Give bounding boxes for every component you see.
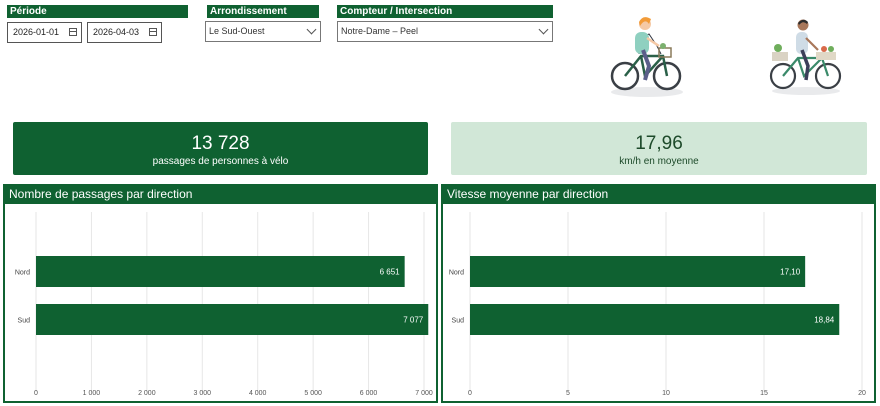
arrondissement-label: Arrondissement bbox=[207, 5, 319, 18]
vitesse-bar-chart: 0 5 10 15 20 Nord 17,10 Sud 18,84 bbox=[449, 212, 866, 397]
end-date-value: 2026-04-03 bbox=[93, 27, 140, 37]
kpi-vitesse-card: 17,96 km/h en moyenne bbox=[451, 122, 867, 175]
x-tick-label: 3 000 bbox=[194, 390, 212, 397]
bar-value-label: 6 651 bbox=[380, 268, 401, 277]
x-tick-label: 7 000 bbox=[415, 390, 433, 397]
chevron-down-icon bbox=[306, 24, 317, 35]
bar[interactable] bbox=[470, 304, 840, 335]
category-label: Nord bbox=[15, 270, 30, 277]
compteur-select[interactable]: Notre-Dame – Peel bbox=[337, 21, 553, 42]
bar-value-label: 7 077 bbox=[403, 316, 424, 325]
category-label: Sud bbox=[18, 318, 31, 325]
bar[interactable] bbox=[36, 304, 429, 335]
vitesse-chart-panel: Vitesse moyenne par direction 0 5 10 15 20 No… bbox=[441, 184, 876, 403]
category-label: Sud bbox=[452, 318, 465, 325]
x-tick-label: 2 000 bbox=[138, 390, 156, 397]
x-tick-label: 5 000 bbox=[304, 390, 322, 397]
bar-value-label: 18,84 bbox=[814, 316, 835, 325]
x-tick-label: 10 bbox=[662, 390, 670, 397]
bar[interactable] bbox=[36, 256, 405, 287]
kpi-passages-value: 13 728 bbox=[191, 133, 250, 154]
kpi-vitesse-caption: km/h en moyenne bbox=[619, 156, 699, 167]
kpi-vitesse-value: 17,96 bbox=[635, 133, 683, 154]
compteur-label: Compteur / Intersection bbox=[337, 5, 553, 18]
x-tick-label: 4 000 bbox=[249, 390, 267, 397]
x-tick-label: 20 bbox=[858, 390, 866, 397]
x-tick-label: 0 bbox=[34, 390, 38, 397]
passages-bar-chart: 0 1 000 2 000 3 000 4 000 5 000 6 000 7 000 Nord… bbox=[15, 212, 433, 397]
start-date-value: 2026-01-01 bbox=[13, 27, 60, 37]
compteur-value: Notre-Dame – Peel bbox=[341, 26, 419, 36]
bar-value-label: 17,10 bbox=[780, 268, 801, 277]
x-tick-label: 6 000 bbox=[360, 390, 378, 397]
x-tick-label: 1 000 bbox=[83, 390, 101, 397]
calendar-icon[interactable] bbox=[149, 28, 157, 36]
arrondissement-select[interactable]: Le Sud-Ouest bbox=[205, 21, 321, 42]
x-tick-label: 0 bbox=[468, 390, 472, 397]
start-date-input[interactable]: 2026-01-01 bbox=[7, 22, 82, 43]
cyclist-illustration-right bbox=[769, 19, 842, 95]
end-date-input[interactable]: 2026-04-03 bbox=[87, 22, 162, 43]
x-tick-label: 5 bbox=[566, 390, 570, 397]
x-tick-label: 15 bbox=[760, 390, 768, 397]
kpi-passages-caption: passages de personnes à vélo bbox=[152, 156, 289, 167]
periode-label: Période bbox=[7, 5, 188, 18]
passages-chart-panel: Nombre de passages par direction 0 1 000 2… bbox=[3, 184, 438, 403]
bar[interactable] bbox=[470, 256, 806, 287]
passages-chart-title: Nombre de passages par direction bbox=[5, 186, 436, 204]
cyclist-illustration-left bbox=[610, 17, 683, 97]
category-label: Nord bbox=[449, 270, 464, 277]
arrondissement-value: Le Sud-Ouest bbox=[209, 26, 265, 36]
chevron-down-icon bbox=[538, 24, 549, 35]
vitesse-chart-title: Vitesse moyenne par direction bbox=[443, 186, 874, 204]
calendar-icon[interactable] bbox=[69, 28, 77, 36]
kpi-passages-card: 13 728 passages de personnes à vélo bbox=[13, 122, 428, 175]
